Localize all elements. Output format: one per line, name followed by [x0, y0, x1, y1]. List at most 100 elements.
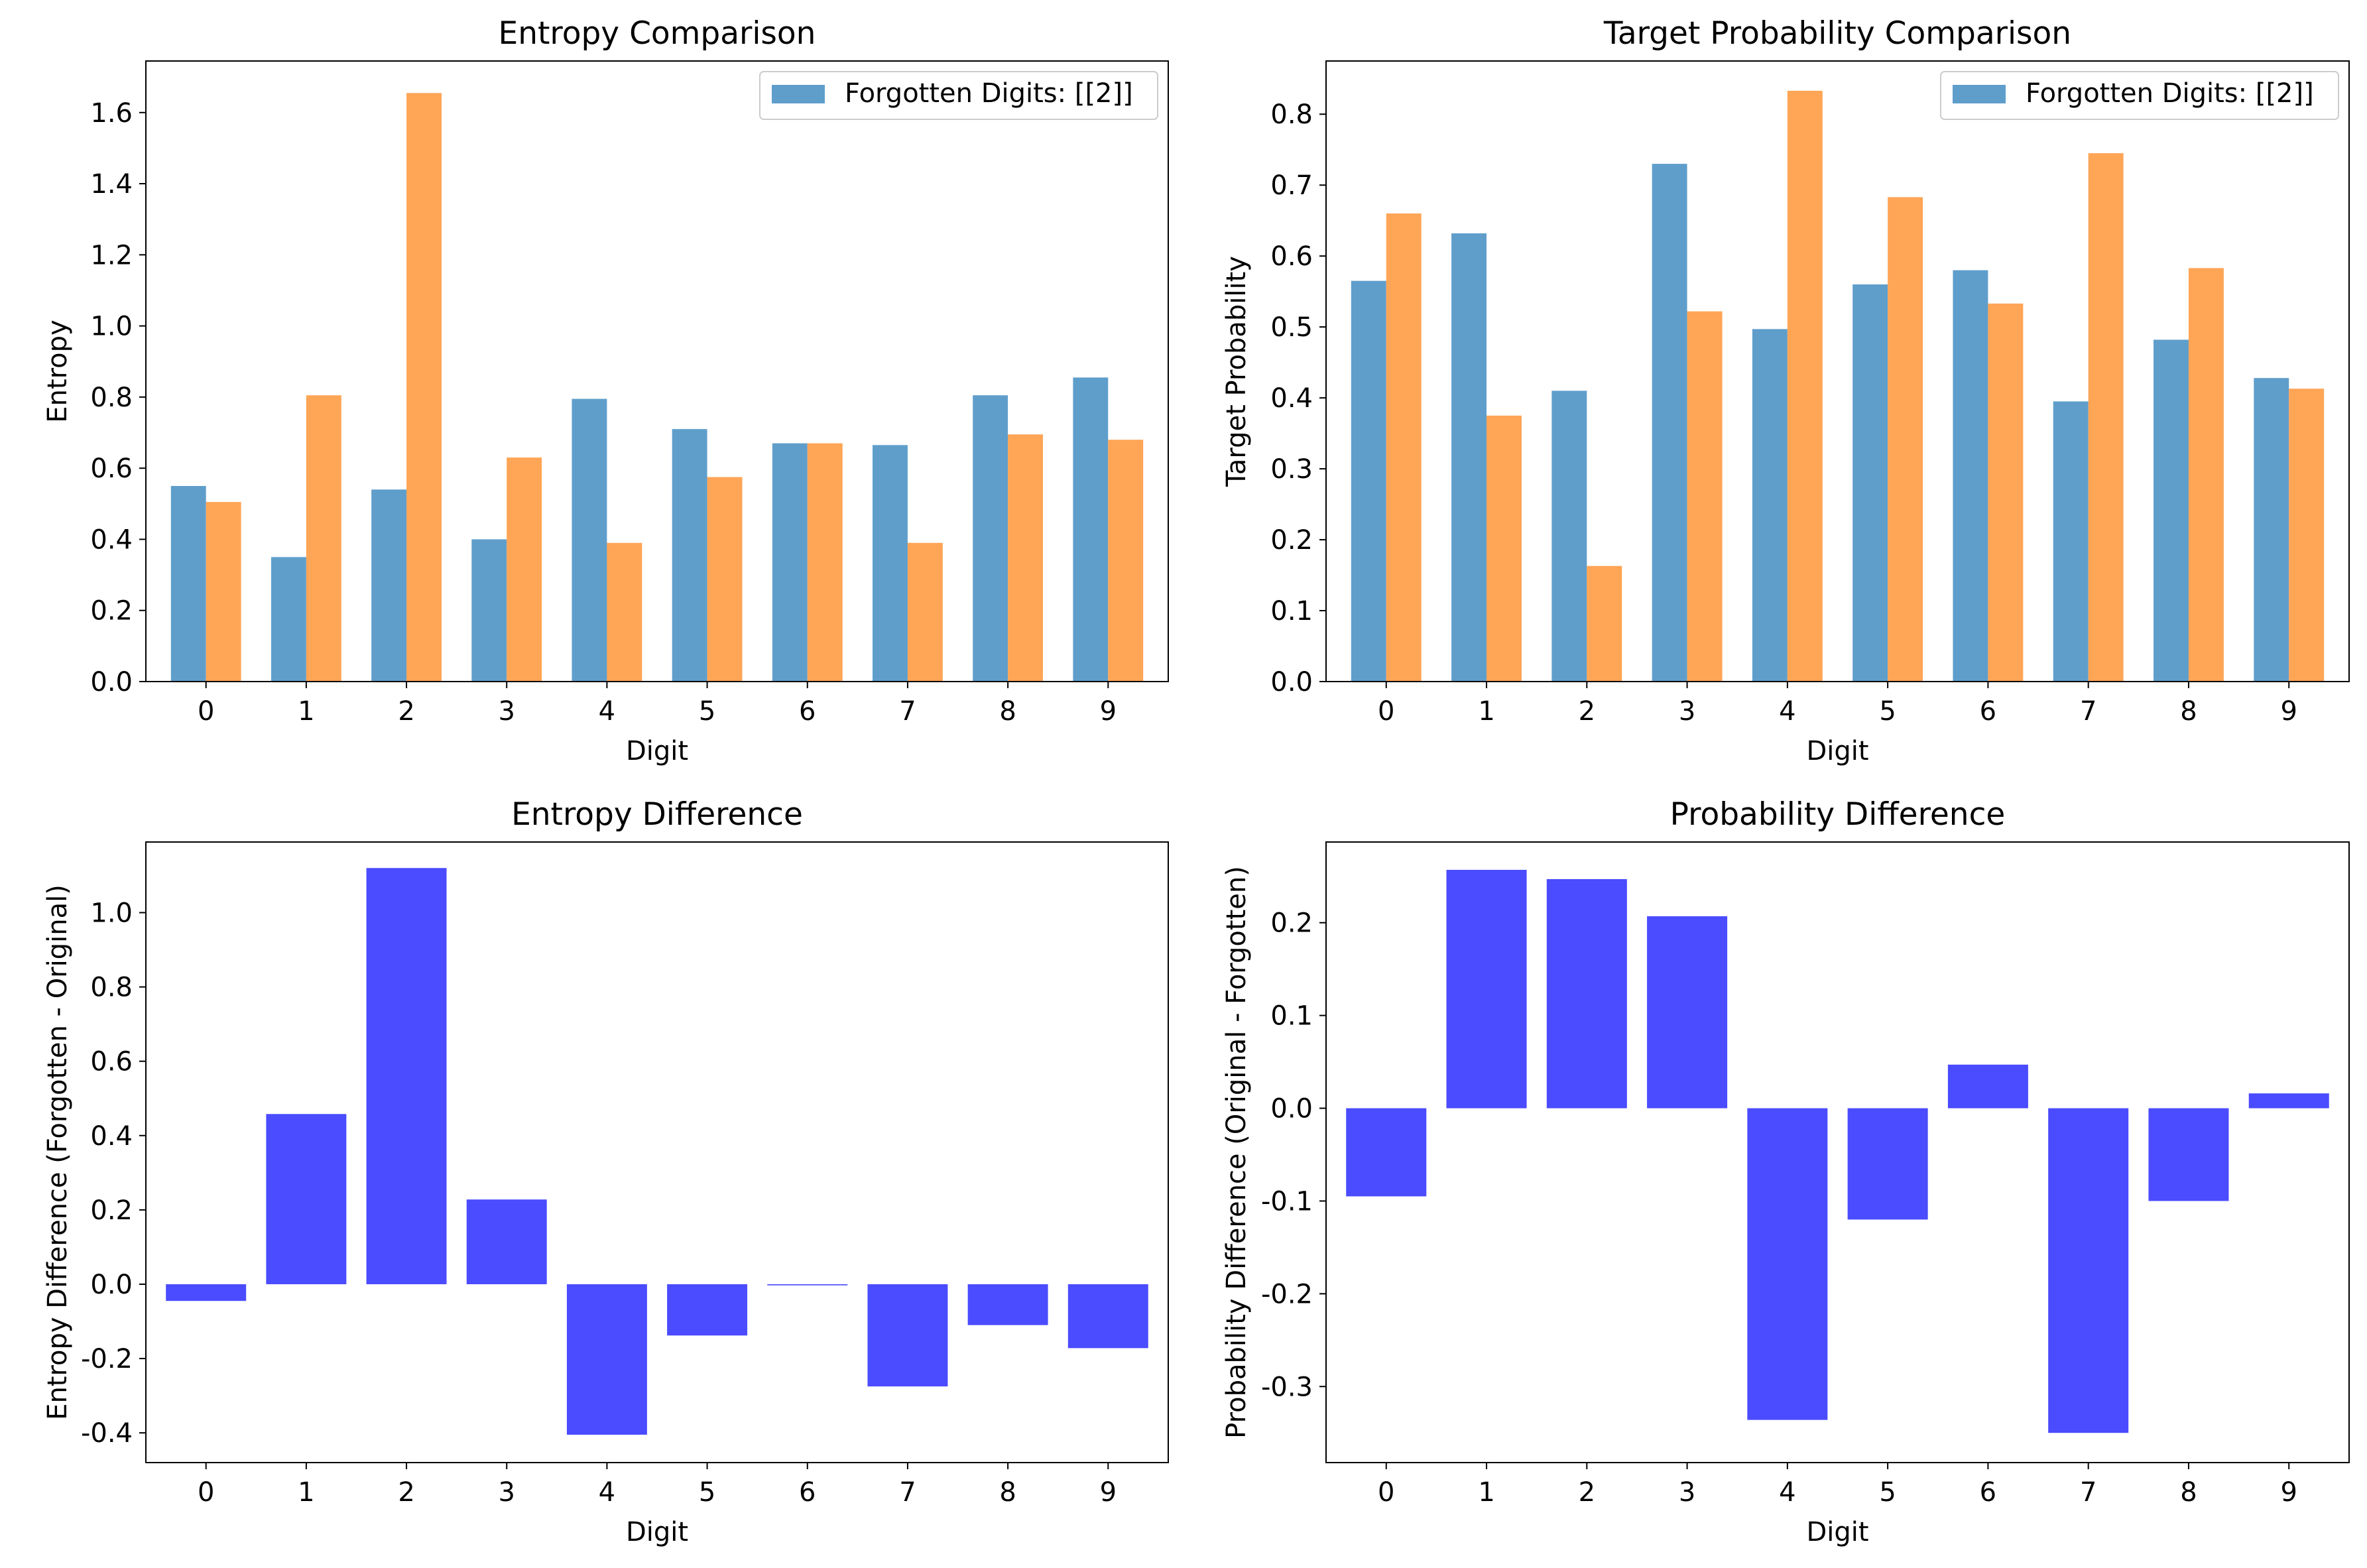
- x-tick-label: 1: [1478, 1477, 1494, 1508]
- y-tick-label: 0.0: [90, 1270, 133, 1300]
- y-tick-label: 0.1: [1270, 1001, 1313, 1032]
- entropy-difference-chart: 0 1 2 3 4 5 6 7 8 9 -0.4 -0.2 0.0 0.2 0.4 0.6 0.8 1.0 Entr…: [42, 796, 1169, 1547]
- y-tick-label: -0.4: [81, 1418, 133, 1449]
- y-tick-label: 0.4: [90, 524, 133, 555]
- bar: [566, 1284, 647, 1435]
- bar: [667, 1284, 748, 1336]
- legend: Forgotten Digits: [[2]]: [1940, 71, 2339, 120]
- legend-box: [759, 71, 1158, 120]
- y-axis-label: Target Probability: [1221, 256, 1252, 487]
- x-tick-label: 6: [799, 1477, 816, 1508]
- y-axis-label: Entropy Difference (Forgotten - Original…: [42, 884, 73, 1420]
- bar: [572, 398, 607, 682]
- x-tick-label: 9: [2281, 1477, 2297, 1508]
- entropy-comparison-chart: 0 1 2 3 4 5 6 7 8 9 0.0 0.2 0.4 0.6 0.8 1.0 1.2 1.4 1.6 Ent…: [42, 15, 1169, 766]
- bar: [1351, 280, 1386, 682]
- y-tick-label: 0.2: [1270, 525, 1313, 556]
- bar: [471, 539, 507, 682]
- y-tick-label: 0.8: [90, 383, 133, 413]
- y-tick-label: 0.8: [90, 973, 133, 1003]
- x-tick-label: 2: [1579, 1477, 1595, 1508]
- legend: Forgotten Digits: [[2]]: [759, 71, 1158, 120]
- x-tick-label: 0: [198, 1477, 214, 1508]
- y-axis-label: Probability Difference (Original - Forgo…: [1221, 866, 1252, 1439]
- chart-title: Probability Difference: [1670, 796, 2006, 833]
- x-tick-label: 6: [1980, 696, 1996, 727]
- x-tick-label: 9: [2281, 696, 2297, 727]
- bar: [2248, 1093, 2329, 1109]
- bar: [1108, 440, 1144, 682]
- bar: [1546, 878, 1627, 1109]
- bar: [1446, 869, 1527, 1109]
- bar: [366, 868, 447, 1284]
- bar: [1346, 1108, 1427, 1197]
- y-tick-label: -0.1: [1261, 1186, 1313, 1217]
- bar: [1067, 1284, 1148, 1349]
- x-tick-label: 7: [899, 696, 916, 727]
- x-axis-label: Digit: [626, 1517, 688, 1547]
- bar: [2148, 1108, 2229, 1201]
- y-tick-label: 1.2: [90, 240, 133, 271]
- axes-frame: [145, 841, 1169, 1463]
- bar: [1847, 1108, 1928, 1220]
- chart-title: Target Probability Comparison: [1603, 15, 2071, 52]
- y-tick-label: 0.0: [1270, 667, 1313, 697]
- bar: [2053, 401, 2089, 682]
- x-tick-label: 0: [1378, 1477, 1394, 1508]
- bar: [2088, 153, 2124, 682]
- bar: [1747, 1108, 1828, 1420]
- bar: [1073, 377, 1109, 682]
- bar: [1852, 284, 1888, 682]
- bar: [166, 1284, 247, 1301]
- bar: [1988, 303, 2024, 682]
- bar: [772, 443, 808, 682]
- x-axis-label: Digit: [1806, 736, 1868, 766]
- x-tick-label: 5: [699, 1477, 715, 1508]
- y-tick-label: 0.4: [1270, 383, 1313, 414]
- y-tick-label: 0.1: [1270, 596, 1313, 627]
- bar: [873, 445, 908, 682]
- x-tick-label: 7: [899, 1477, 916, 1508]
- bar: [1687, 311, 1723, 682]
- axes-frame: [145, 60, 1169, 682]
- x-tick-label: 5: [699, 696, 715, 727]
- bar: [807, 443, 843, 682]
- x-tick-label: 2: [398, 696, 414, 727]
- y-tick-label: 0.0: [90, 667, 133, 697]
- x-tick-label: 0: [198, 696, 214, 727]
- x-tick-label: 6: [1980, 1477, 1996, 1508]
- bar: [1008, 434, 1044, 682]
- target-probability-comparison-chart: 0 1 2 3 4 5 6 7 8 9 0.0 0.1 0.2 0.3 0.4 0.5 0.6 0.7 0.8 Tar…: [1221, 15, 2350, 766]
- x-tick-label: 4: [1779, 696, 1795, 727]
- y-tick-label: 0.6: [90, 1047, 133, 1077]
- x-tick-label: 8: [999, 1477, 1016, 1508]
- bar: [672, 429, 707, 682]
- x-axis-label: Digit: [1806, 1517, 1868, 1547]
- bar: [2254, 378, 2289, 682]
- y-tick-label: 0.7: [1270, 170, 1313, 201]
- axes-frame: [1325, 841, 2350, 1463]
- x-tick-label: 3: [499, 1477, 515, 1508]
- x-tick-label: 1: [1478, 696, 1494, 727]
- y-tick-label: 0.2: [90, 1195, 133, 1226]
- y-tick-label: 0.2: [1270, 908, 1313, 939]
- y-tick-label: 0.5: [1270, 312, 1313, 343]
- bar: [1787, 90, 1823, 682]
- bar: [306, 395, 341, 682]
- bar: [2048, 1108, 2129, 1433]
- x-tick-label: 5: [1879, 696, 1896, 727]
- x-tick-label: 1: [298, 1477, 314, 1508]
- x-tick-label: 3: [499, 696, 515, 727]
- x-tick-label: 9: [1100, 1477, 1117, 1508]
- bar: [371, 489, 407, 682]
- y-tick-label: 0.3: [1270, 454, 1313, 485]
- bar: [1451, 233, 1487, 682]
- y-tick-label: 0.2: [90, 596, 133, 627]
- x-tick-label: 8: [2180, 696, 2197, 727]
- bar: [867, 1284, 948, 1387]
- bar: [1551, 391, 1587, 682]
- chart-title: Entropy Comparison: [499, 15, 816, 52]
- y-tick-label: 1.4: [90, 169, 133, 200]
- x-axis-label: Digit: [626, 736, 688, 766]
- bar: [607, 542, 642, 682]
